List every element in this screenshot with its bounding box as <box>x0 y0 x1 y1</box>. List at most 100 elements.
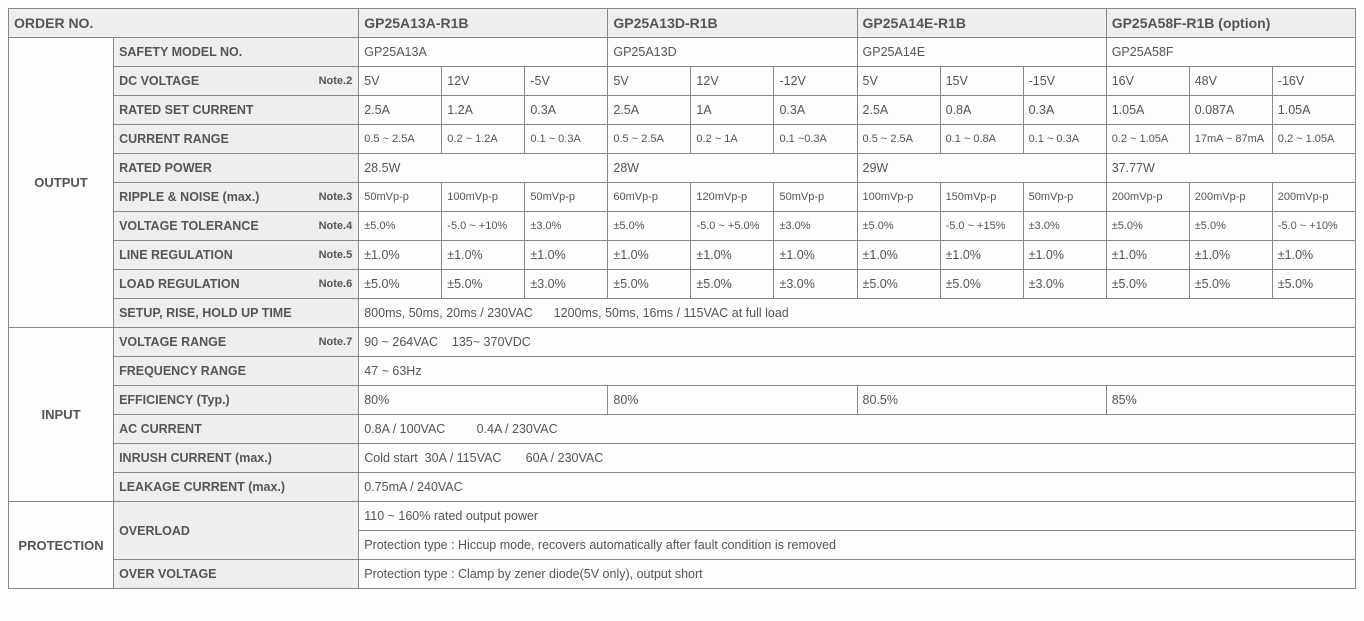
rated-2: 0.3A <box>525 96 608 125</box>
rpower-1: 28W <box>608 154 857 183</box>
ripple-4: 120mVp-p <box>691 183 774 212</box>
ripple-5: 50mVp-p <box>774 183 857 212</box>
eff-2: 80.5% <box>857 386 1106 415</box>
rated-4: 1A <box>691 96 774 125</box>
crange-4: 0.2 ~ 1A <box>691 125 774 154</box>
loadreg-8: ±3.0% <box>1023 270 1106 299</box>
setup-val: 800ms, 50ms, 20ms / 230VAC 1200ms, 50ms,… <box>359 299 1356 328</box>
ripple-7: 150mVp-p <box>940 183 1023 212</box>
linereg-0: ±1.0% <box>359 241 442 270</box>
loadreg-0: ±5.0% <box>359 270 442 299</box>
rated-11: 1.05A <box>1272 96 1355 125</box>
linereg-2: ±1.0% <box>525 241 608 270</box>
label-vtol: VOLTAGE TOLERANCENote.4 <box>114 212 359 241</box>
ripple-1: 100mVp-p <box>442 183 525 212</box>
label-rated: RATED SET CURRENT <box>114 96 359 125</box>
rated-8: 0.3A <box>1023 96 1106 125</box>
ripple-8: 50mVp-p <box>1023 183 1106 212</box>
linereg-7: ±1.0% <box>940 241 1023 270</box>
linereg-5: ±1.0% <box>774 241 857 270</box>
rated-3: 2.5A <box>608 96 691 125</box>
rpower-0: 28.5W <box>359 154 608 183</box>
rated-6: 2.5A <box>857 96 940 125</box>
vtol-1: -5.0 ~ +10% <box>442 212 525 241</box>
dcv-10: 48V <box>1189 67 1272 96</box>
vtol-5: ±3.0% <box>774 212 857 241</box>
crange-3: 0.5 ~ 2.5A <box>608 125 691 154</box>
crange-0: 0.5 ~ 2.5A <box>359 125 442 154</box>
rated-9: 1.05A <box>1106 96 1189 125</box>
label-overvoltage: OVER VOLTAGE <box>114 560 359 589</box>
overload-val2: Protection type : Hiccup mode, recovers … <box>359 531 1356 560</box>
model-header-3: GP25A58F-R1B (option) <box>1106 9 1355 38</box>
linereg-9: ±1.0% <box>1106 241 1189 270</box>
vtol-10: ±5.0% <box>1189 212 1272 241</box>
label-ripple: RIPPLE & NOISE (max.)Note.3 <box>114 183 359 212</box>
loadreg-2: ±3.0% <box>525 270 608 299</box>
crange-5: 0.1 ~0.3A <box>774 125 857 154</box>
ripple-6: 100mVp-p <box>857 183 940 212</box>
crange-1: 0.2 ~ 1.2A <box>442 125 525 154</box>
loadreg-1: ±5.0% <box>442 270 525 299</box>
crange-7: 0.1 ~ 0.8A <box>940 125 1023 154</box>
linereg-11: ±1.0% <box>1272 241 1355 270</box>
label-safety: SAFETY MODEL NO. <box>114 38 359 67</box>
vtol-11: -5.0 ~ +10% <box>1272 212 1355 241</box>
label-rpower: RATED POWER <box>114 154 359 183</box>
vrange-val: 90 ~ 264VAC 135~ 370VDC <box>359 328 1356 357</box>
eff-0: 80% <box>359 386 608 415</box>
label-leak: LEAKAGE CURRENT (max.) <box>114 473 359 502</box>
dcv-1: 12V <box>442 67 525 96</box>
dcv-6: 5V <box>857 67 940 96</box>
linereg-3: ±1.0% <box>608 241 691 270</box>
rated-5: 0.3A <box>774 96 857 125</box>
linereg-10: ±1.0% <box>1189 241 1272 270</box>
loadreg-3: ±5.0% <box>608 270 691 299</box>
ripple-0: 50mVp-p <box>359 183 442 212</box>
label-overload: OVERLOAD <box>114 502 359 560</box>
dcv-2: -5V <box>525 67 608 96</box>
linereg-8: ±1.0% <box>1023 241 1106 270</box>
freq-val: 47 ~ 63Hz <box>359 357 1356 386</box>
label-dcv: DC VOLTAGENote.2 <box>114 67 359 96</box>
vtol-7: -5.0 ~ +15% <box>940 212 1023 241</box>
section-protection: PROTECTION <box>9 502 114 589</box>
linereg-1: ±1.0% <box>442 241 525 270</box>
rated-0: 2.5A <box>359 96 442 125</box>
accur-val: 0.8A / 100VAC 0.4A / 230VAC <box>359 415 1356 444</box>
overvoltage-val: Protection type : Clamp by zener diode(5… <box>359 560 1356 589</box>
ripple-9: 200mVp-p <box>1106 183 1189 212</box>
linereg-4: ±1.0% <box>691 241 774 270</box>
linereg-6: ±1.0% <box>857 241 940 270</box>
rpower-3: 37.77W <box>1106 154 1355 183</box>
vtol-0: ±5.0% <box>359 212 442 241</box>
spec-table: ORDER NO. GP25A13A-R1B GP25A13D-R1B GP25… <box>8 8 1356 589</box>
label-setup: SETUP, RISE, HOLD UP TIME <box>114 299 359 328</box>
vtol-4: -5.0 ~ +5.0% <box>691 212 774 241</box>
safety-3: GP25A58F <box>1106 38 1355 67</box>
ripple-10: 200mVp-p <box>1189 183 1272 212</box>
ripple-11: 200mVp-p <box>1272 183 1355 212</box>
crange-10: 17mA ~ 87mA <box>1189 125 1272 154</box>
safety-0: GP25A13A <box>359 38 608 67</box>
vtol-6: ±5.0% <box>857 212 940 241</box>
label-inrush: INRUSH CURRENT (max.) <box>114 444 359 473</box>
ripple-3: 60mVp-p <box>608 183 691 212</box>
overload-val1: 110 ~ 160% rated output power <box>359 502 1356 531</box>
model-header-1: GP25A13D-R1B <box>608 9 857 38</box>
model-header-0: GP25A13A-R1B <box>359 9 608 38</box>
dcv-7: 15V <box>940 67 1023 96</box>
order-no-header: ORDER NO. <box>9 9 359 38</box>
model-header-2: GP25A14E-R1B <box>857 9 1106 38</box>
vtol-2: ±3.0% <box>525 212 608 241</box>
crange-8: 0.1 ~ 0.3A <box>1023 125 1106 154</box>
vtol-9: ±5.0% <box>1106 212 1189 241</box>
crange-9: 0.2 ~ 1.05A <box>1106 125 1189 154</box>
loadreg-10: ±5.0% <box>1189 270 1272 299</box>
dcv-8: -15V <box>1023 67 1106 96</box>
label-loadreg: LOAD REGULATIONNote.6 <box>114 270 359 299</box>
eff-1: 80% <box>608 386 857 415</box>
dcv-0: 5V <box>359 67 442 96</box>
ripple-2: 50mVp-p <box>525 183 608 212</box>
loadreg-7: ±5.0% <box>940 270 1023 299</box>
